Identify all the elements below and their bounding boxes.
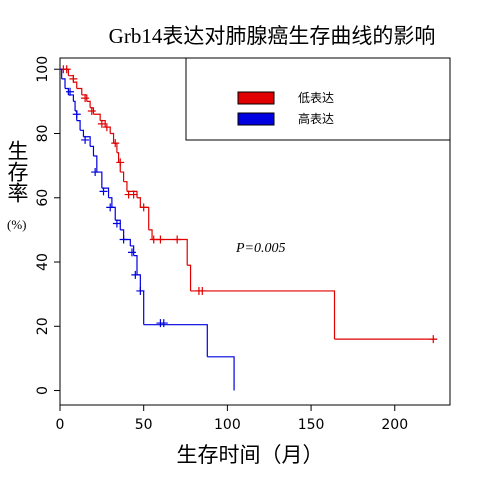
survival-step (86, 100, 91, 108)
censor-mark (111, 139, 120, 148)
x-tick-label: 200 (381, 417, 408, 433)
legend-swatch (237, 91, 275, 105)
x-tick-label: 150 (298, 417, 325, 433)
censor-mark (149, 235, 158, 244)
survival-step (93, 113, 101, 121)
survival-step (148, 229, 153, 240)
survival-step (133, 254, 138, 275)
chart-title: Grb14表达对肺腺癌生存曲线的影响 (109, 24, 436, 48)
censor-mark (97, 119, 106, 128)
survival-step (120, 171, 125, 182)
censor-mark (99, 187, 108, 196)
survival-step (136, 197, 141, 208)
y-tick-label: 20 (35, 317, 51, 335)
survival-step (187, 264, 192, 291)
legend-label: 高表达 (298, 111, 334, 126)
survival-step (81, 94, 88, 102)
x-tick-label: 50 (135, 417, 153, 433)
p-value: P=0.005 (235, 241, 286, 256)
censor-mark (131, 270, 140, 279)
censor-mark (173, 235, 182, 244)
survival-step (108, 197, 113, 208)
y-tick-label: 40 (35, 253, 51, 271)
censor-mark (81, 94, 90, 103)
censor-mark (198, 286, 207, 295)
censor-mark (129, 190, 138, 199)
y-axis-unit: (%) (7, 217, 27, 232)
censor-mark (139, 203, 148, 212)
censor-mark (156, 235, 165, 244)
x-tick-label: 0 (56, 417, 65, 433)
survival-step (76, 120, 81, 131)
y-axis-label: 生存率 (5, 140, 29, 203)
censor-mark (127, 248, 136, 257)
survival-step (190, 290, 336, 340)
survival-step (105, 126, 111, 134)
survival-step (80, 129, 85, 137)
survival-step (65, 87, 69, 95)
censor-mark (81, 135, 90, 144)
survival-step (126, 190, 138, 198)
survival-step (140, 206, 150, 230)
legend-swatch (237, 112, 275, 126)
survival-step (60, 68, 63, 79)
survival-step (93, 155, 98, 173)
censor-mark (119, 235, 128, 244)
censor-mark (91, 168, 100, 177)
y-tick-label: 0 (35, 386, 51, 395)
censor-mark (159, 319, 168, 328)
survival-step (73, 81, 78, 89)
survival-step (115, 219, 121, 230)
survival-step (123, 238, 131, 246)
survival-step (140, 290, 145, 325)
y-tick-label: 80 (35, 125, 51, 143)
censor-mark (62, 65, 71, 74)
y-tick-label: 60 (35, 189, 51, 207)
survival-step (83, 136, 91, 147)
survival-step (76, 87, 83, 95)
survival-step (111, 206, 116, 221)
censor-mark (112, 219, 121, 228)
survival-step (90, 145, 95, 156)
survival-step (61, 78, 66, 89)
censor-mark (66, 87, 75, 96)
censor-mark (429, 335, 438, 344)
survival-step (73, 100, 76, 112)
survival-step (96, 171, 103, 189)
y-tick-label: 100 (35, 56, 51, 83)
survival-step (207, 356, 235, 391)
censor-mark (106, 203, 115, 212)
censor-mark (87, 107, 96, 116)
survival-step (101, 187, 110, 198)
censor-mark (136, 286, 145, 295)
censor-mark (72, 110, 81, 119)
censor-mark (69, 74, 78, 83)
censor-mark (116, 158, 125, 167)
survival-step (143, 324, 208, 357)
x-axis-label: 生存时间（月） (177, 443, 324, 467)
survival-step (116, 152, 120, 163)
censor-mark (102, 123, 111, 132)
survival-step (110, 132, 115, 144)
survival-step (68, 94, 74, 102)
survival-step (152, 238, 188, 266)
legend-label: 低表达 (298, 91, 334, 105)
x-tick-label: 100 (214, 417, 241, 433)
survival-step (123, 181, 128, 192)
legend-box (185, 57, 451, 141)
